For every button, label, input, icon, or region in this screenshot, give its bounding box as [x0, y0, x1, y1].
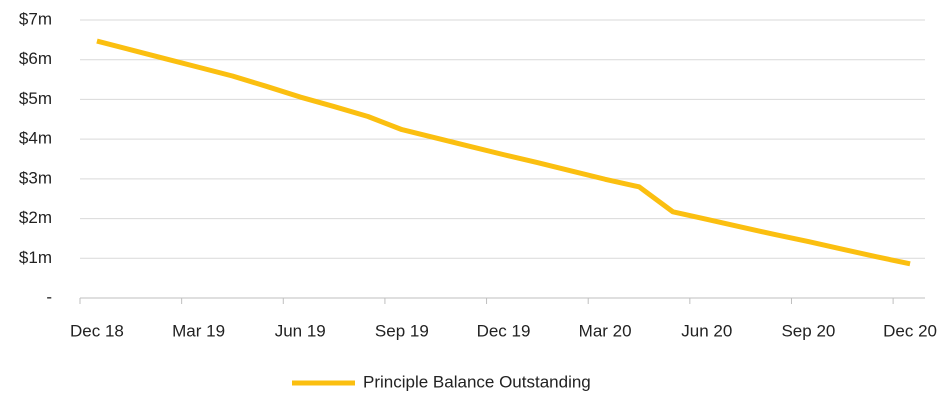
line: [96, 38, 911, 267]
x-tick-label: Mar 19: [172, 321, 225, 340]
y-tick-label: $1m: [19, 248, 52, 267]
y-tick-label: $7m: [19, 9, 52, 28]
y-tick-label: $6m: [19, 49, 52, 68]
y-tick-label: $5m: [19, 89, 52, 108]
y-tick-label: $3m: [19, 168, 52, 187]
x-tick-label: Jun 20: [681, 321, 732, 340]
x-tick-label: Dec 20: [883, 321, 937, 340]
y-tick-label: $4m: [19, 129, 52, 148]
x-tick-label: Dec 18: [70, 321, 124, 340]
x-tick-label: Mar 20: [579, 321, 632, 340]
y-tick-label: $2m: [19, 208, 52, 227]
y-tick-label: -: [46, 287, 52, 306]
x-tick-label: Jun 19: [275, 321, 326, 340]
legend-label: Principle Balance Outstanding: [363, 372, 591, 391]
x-tick-label: Dec 19: [477, 321, 531, 340]
x-tick-label: Sep 19: [375, 321, 429, 340]
x-tick-label: Sep 20: [781, 321, 835, 340]
